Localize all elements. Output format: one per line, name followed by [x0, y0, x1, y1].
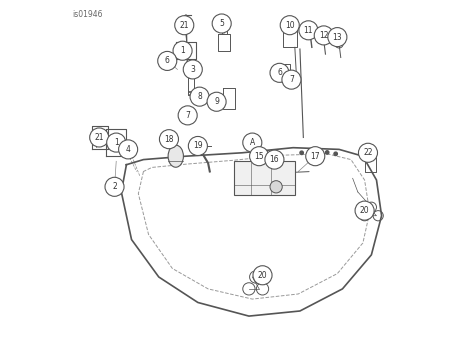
Text: 12: 12	[319, 31, 328, 40]
Text: 17: 17	[310, 152, 320, 161]
Text: 5: 5	[219, 19, 224, 28]
Circle shape	[243, 133, 262, 152]
Text: 18: 18	[164, 135, 173, 144]
Text: 19: 19	[193, 141, 203, 151]
Circle shape	[314, 26, 333, 45]
Text: 1: 1	[180, 46, 185, 55]
Circle shape	[328, 27, 347, 47]
Text: 8: 8	[197, 92, 202, 101]
Circle shape	[265, 150, 284, 169]
Circle shape	[207, 92, 226, 111]
Circle shape	[270, 181, 282, 193]
Circle shape	[282, 70, 301, 89]
Text: 7: 7	[185, 111, 190, 120]
Circle shape	[175, 16, 194, 35]
Text: 9: 9	[214, 97, 219, 106]
Circle shape	[190, 87, 209, 106]
Text: 1: 1	[114, 138, 118, 147]
Text: 20: 20	[360, 206, 369, 215]
Circle shape	[326, 151, 329, 154]
Circle shape	[334, 152, 337, 155]
Text: 16: 16	[270, 155, 279, 164]
Text: 21: 21	[94, 133, 104, 142]
Text: 13: 13	[333, 33, 342, 42]
Circle shape	[158, 51, 177, 70]
Circle shape	[173, 41, 192, 60]
Circle shape	[280, 16, 299, 35]
Text: 6: 6	[165, 57, 170, 66]
Circle shape	[317, 150, 320, 153]
Circle shape	[188, 137, 208, 155]
Text: 22: 22	[363, 148, 373, 157]
Circle shape	[107, 133, 126, 152]
Circle shape	[299, 21, 318, 40]
Circle shape	[358, 143, 377, 162]
Circle shape	[309, 150, 312, 153]
Text: 21: 21	[180, 21, 189, 30]
Circle shape	[212, 14, 231, 33]
Circle shape	[118, 140, 137, 159]
Text: 3: 3	[191, 65, 195, 74]
Text: 20: 20	[258, 271, 267, 280]
Text: is01946: is01946	[72, 10, 102, 19]
Circle shape	[159, 130, 179, 149]
Text: 10: 10	[285, 21, 294, 30]
Circle shape	[253, 266, 272, 285]
Text: 2: 2	[112, 182, 117, 191]
Circle shape	[300, 151, 303, 154]
Text: 6: 6	[277, 68, 282, 77]
Circle shape	[178, 106, 197, 125]
FancyBboxPatch shape	[234, 161, 295, 195]
Text: 15: 15	[255, 152, 264, 161]
Circle shape	[183, 60, 202, 79]
Circle shape	[355, 201, 374, 220]
Ellipse shape	[168, 145, 183, 167]
Text: A: A	[250, 138, 255, 147]
Circle shape	[306, 147, 325, 166]
Circle shape	[90, 128, 109, 147]
Circle shape	[250, 147, 269, 166]
Circle shape	[105, 177, 124, 196]
Text: 7: 7	[289, 75, 294, 84]
Text: 11: 11	[304, 26, 313, 35]
Circle shape	[270, 63, 289, 82]
Text: 4: 4	[126, 145, 130, 154]
